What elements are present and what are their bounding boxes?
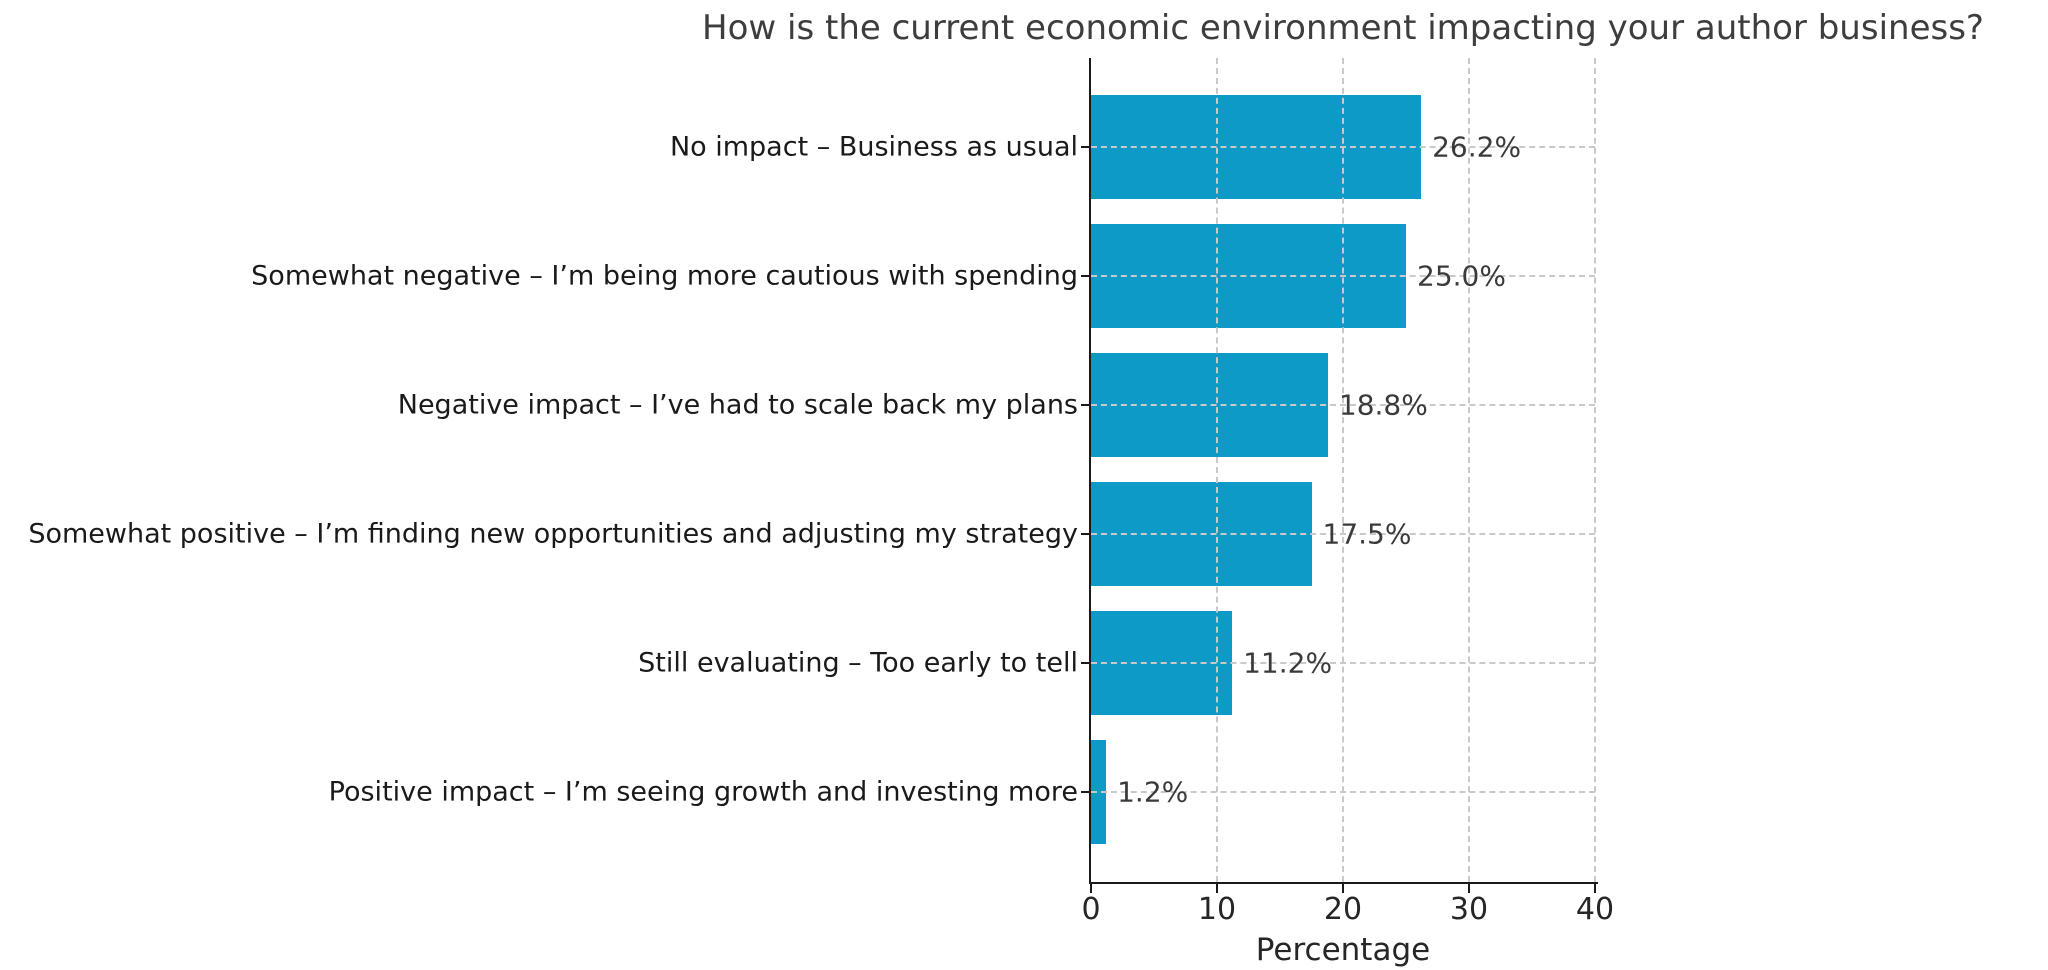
x-axis-label: Percentage [1255,932,1431,968]
y-tick-mark [1081,533,1090,535]
y-tick-mark [1081,146,1090,148]
category-label: Somewhat negative – I’m being more cauti… [251,260,1078,292]
category-label: No impact – Business as usual [669,131,1078,163]
x-tick-mark [1468,884,1470,893]
vertical-gridline [1468,58,1470,882]
chart-title: How is the current economic environment … [702,8,1984,48]
y-axis-spine [1089,58,1091,884]
x-axis-spine [1089,882,1598,884]
x-tick-mark [1090,884,1092,893]
x-tick-mark [1342,884,1344,893]
value-label: 26.2% [1432,130,1522,164]
category-label: Still evaluating – Too early to tell [638,647,1078,679]
y-tick-mark [1081,404,1090,406]
vertical-gridline [1342,58,1344,882]
x-tick-label: 0 [1081,892,1101,927]
y-tick-mark [1081,791,1090,793]
category-label: Negative impact – I’ve had to scale back… [397,389,1078,421]
value-label: 17.5% [1322,517,1412,551]
y-tick-mark [1081,275,1090,277]
vertical-gridline [1594,58,1596,882]
category-label: Positive impact – I’m seeing growth and … [328,776,1078,808]
category-label: Somewhat positive – I’m finding new oppo… [28,518,1078,550]
vertical-gridline [1216,58,1218,882]
x-tick-label: 40 [1575,892,1615,927]
x-tick-label: 10 [1197,892,1237,927]
y-tick-mark [1081,662,1090,664]
x-tick-label: 20 [1323,892,1363,927]
value-label: 18.8% [1338,388,1428,422]
x-tick-mark [1594,884,1596,893]
value-label: 1.2% [1117,775,1189,809]
value-label: 25.0% [1417,259,1506,293]
x-tick-label: 30 [1449,892,1489,927]
x-tick-mark [1216,884,1218,893]
value-label: 11.2% [1243,646,1333,680]
